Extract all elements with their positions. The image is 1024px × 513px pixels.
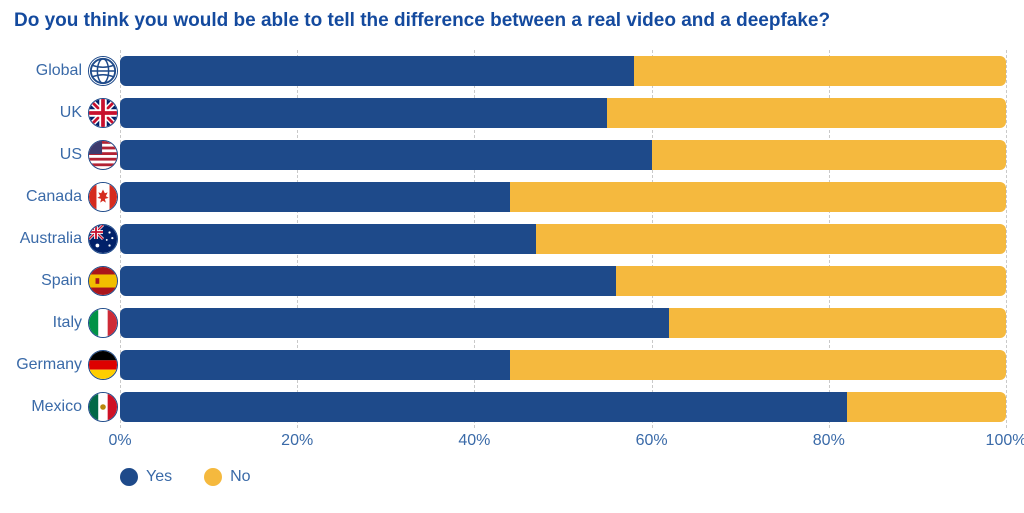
bar-segment-yes [120,224,536,254]
bar-track [120,350,1006,380]
bar-row-germany [120,344,1006,386]
bar-row-canada [120,176,1006,218]
bar-track [120,98,1006,128]
legend-item-no: No [204,468,250,486]
bar-row-australia [120,218,1006,260]
category-label-global: Global [36,62,82,80]
x-tick: 100% [986,432,1024,450]
x-tick: 20% [281,432,313,450]
bar-row-mexico [120,386,1006,428]
category-label-us: US [60,146,82,164]
category-row-australia: Australia [10,218,120,260]
italy-flag-icon [88,308,118,338]
category-row-spain: Spain [10,260,120,302]
spain-flag-icon [88,266,118,296]
bar-track [120,56,1006,86]
category-row-uk: UK [10,92,120,134]
chart-area: Global UK US Canada Australia Spain Italy Germa… [10,50,1006,428]
bar-segment-no [634,56,1006,86]
bar-segment-no [847,392,1006,422]
category-row-global: Global [10,50,120,92]
bar-segment-yes [120,266,616,296]
legend-swatch-yes [120,468,138,486]
x-tick: 60% [636,432,668,450]
globe-flag-icon [88,56,118,86]
bar-segment-yes [120,140,652,170]
bar-segment-no [669,308,1006,338]
legend-label-yes: Yes [146,468,172,486]
plot-area [120,50,1006,428]
category-row-italy: Italy [10,302,120,344]
uk-flag-icon [88,98,118,128]
category-label-uk: UK [60,104,82,122]
bar-track [120,140,1006,170]
chart-title: Do you think you would be able to tell t… [14,10,1006,32]
bar-row-italy [120,302,1006,344]
bar-segment-yes [120,182,510,212]
bar-segment-yes [120,98,607,128]
germany-flag-icon [88,350,118,380]
bar-row-us [120,134,1006,176]
x-tick: 80% [813,432,845,450]
canada-flag-icon [88,182,118,212]
us-flag-icon [88,140,118,170]
bar-segment-yes [120,350,510,380]
bar-segment-no [607,98,1006,128]
category-label-mexico: Mexico [31,398,82,416]
bar-segment-no [510,182,1006,212]
legend-item-yes: Yes [120,468,172,486]
x-tick: 40% [458,432,490,450]
category-row-mexico: Mexico [10,386,120,428]
legend-label-no: No [230,468,250,486]
bar-track [120,266,1006,296]
bar-segment-yes [120,308,669,338]
category-label-germany: Germany [16,356,82,374]
x-axis: 0%20%40%60%80%100% [120,428,1006,456]
category-row-germany: Germany [10,344,120,386]
bar-segment-no [616,266,1006,296]
australia-flag-icon [88,224,118,254]
mexico-flag-icon [88,392,118,422]
bar-track [120,392,1006,422]
legend-swatch-no [204,468,222,486]
category-row-us: US [10,134,120,176]
y-axis-labels: Global UK US Canada Australia Spain Italy Germa… [10,50,120,428]
bar-segment-no [510,350,1006,380]
category-label-italy: Italy [53,314,82,332]
bar-segment-yes [120,56,634,86]
x-tick: 0% [108,432,131,450]
bar-track [120,182,1006,212]
category-label-canada: Canada [26,188,82,206]
legend: Yes No [120,468,1006,486]
bar-row-uk [120,92,1006,134]
gridline [1006,50,1007,428]
bar-track [120,224,1006,254]
bar-segment-no [536,224,1006,254]
category-label-australia: Australia [20,230,82,248]
bar-segment-no [652,140,1006,170]
bars-container [120,50,1006,428]
bar-row-global [120,50,1006,92]
category-label-spain: Spain [41,272,82,290]
bar-track [120,308,1006,338]
bar-segment-yes [120,392,847,422]
bar-row-spain [120,260,1006,302]
category-row-canada: Canada [10,176,120,218]
